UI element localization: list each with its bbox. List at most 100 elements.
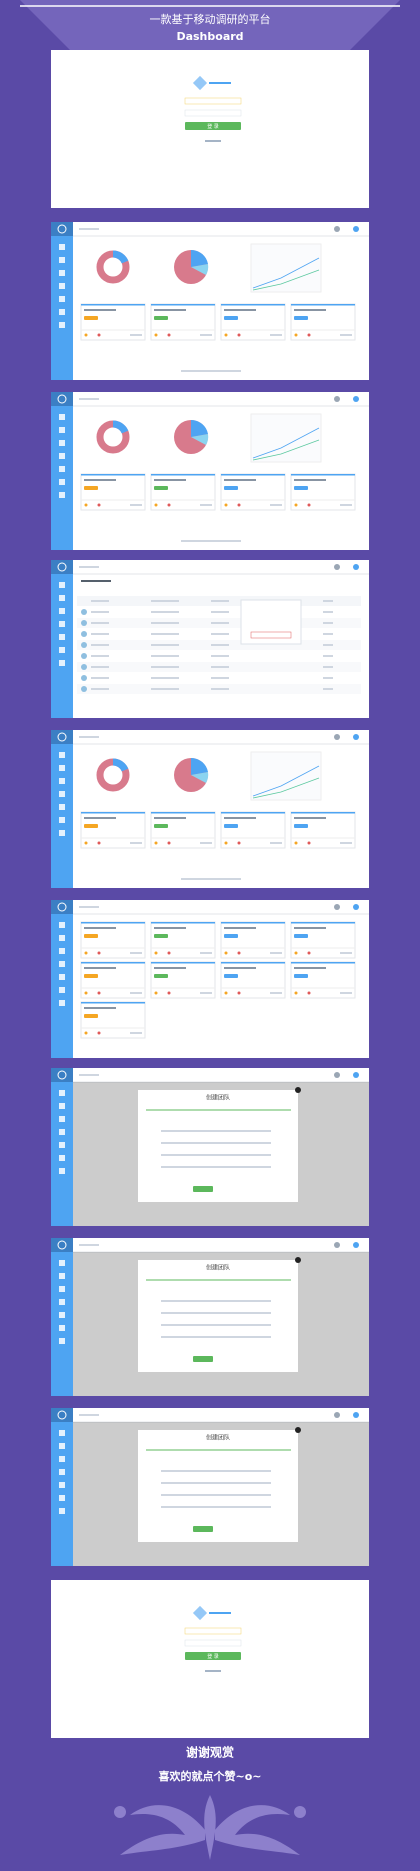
text-line	[130, 952, 142, 954]
text-line	[211, 611, 229, 613]
header-title: 一款基于移动调研的平台	[150, 12, 271, 26]
modal-title: 创建团队	[206, 1434, 230, 1442]
line-chart-area	[250, 243, 322, 293]
text-line	[211, 644, 229, 646]
text-line	[84, 817, 116, 819]
trend	[252, 777, 320, 799]
card-top	[221, 962, 285, 964]
text-line	[151, 633, 179, 635]
nav-icon	[59, 608, 65, 614]
dot	[154, 991, 158, 995]
nav-icon	[59, 427, 65, 433]
dot	[307, 503, 311, 507]
tag	[224, 316, 238, 320]
bell	[353, 396, 359, 402]
text-line	[130, 504, 142, 506]
login-button[interactable]	[185, 1652, 241, 1660]
row-avatar	[81, 631, 87, 637]
dot	[167, 333, 171, 337]
nav-icon	[59, 804, 65, 810]
dot	[97, 503, 101, 507]
logo-area	[51, 392, 73, 406]
dot	[307, 991, 311, 995]
text-line	[211, 666, 229, 668]
text-line	[270, 334, 282, 336]
nav-icon	[59, 322, 65, 328]
card-top	[221, 812, 285, 814]
bell	[353, 904, 359, 910]
nav-icon	[59, 1443, 65, 1449]
text-line	[161, 1506, 271, 1508]
dot	[84, 991, 88, 995]
login-button-label: 登 录	[207, 1653, 219, 1660]
card-top	[81, 922, 145, 924]
login-button[interactable]	[185, 122, 241, 130]
tag	[84, 824, 98, 828]
text-line	[205, 1670, 221, 1672]
text-line	[161, 1312, 271, 1314]
card-top	[291, 304, 355, 306]
dot	[84, 951, 88, 955]
pie-slice	[191, 434, 209, 445]
tag	[154, 934, 168, 938]
nav-icon	[59, 595, 65, 601]
text-line	[294, 817, 326, 819]
card-top	[291, 812, 355, 814]
bell	[353, 226, 359, 232]
nav-icon	[59, 922, 65, 928]
screen: 登 录	[51, 1580, 369, 1738]
dot	[294, 841, 298, 845]
modal-close	[295, 1427, 301, 1433]
text-line	[340, 334, 352, 336]
dot	[167, 841, 171, 845]
nav-icon	[59, 948, 65, 954]
text-line	[323, 666, 333, 668]
nav-icon	[59, 1168, 65, 1174]
input	[184, 97, 242, 105]
row-avatar	[81, 642, 87, 648]
dot	[97, 841, 101, 845]
logo-area	[51, 900, 73, 914]
text-line	[81, 580, 111, 582]
dot	[167, 503, 171, 507]
logo-area	[51, 560, 73, 574]
text-line	[161, 1300, 271, 1302]
text-line	[211, 633, 229, 635]
nav-icon	[59, 1482, 65, 1488]
text-line	[79, 398, 99, 400]
screen: 创建团队	[51, 1238, 369, 1396]
text-line	[79, 1244, 99, 1246]
text-line	[323, 622, 333, 624]
nav-icon	[59, 817, 65, 823]
login-button-label: 登 录	[207, 123, 219, 130]
text-line	[200, 334, 212, 336]
dot	[294, 503, 298, 507]
text-line	[323, 600, 333, 602]
dot	[84, 503, 88, 507]
dot	[307, 841, 311, 845]
text-line	[91, 622, 109, 624]
pie-slice	[191, 419, 208, 437]
nav-icon	[59, 1260, 65, 1266]
bell	[353, 734, 359, 740]
dot	[154, 841, 158, 845]
text-line	[340, 504, 352, 506]
card-top	[151, 962, 215, 964]
text-line	[79, 1074, 99, 1076]
avatar	[334, 1242, 340, 1248]
trend	[252, 427, 320, 459]
card-top	[221, 474, 285, 476]
text-line	[200, 842, 212, 844]
text-line	[294, 479, 326, 481]
dot	[307, 951, 311, 955]
trend	[252, 765, 320, 797]
text-line	[294, 967, 326, 969]
text-line	[224, 817, 256, 819]
pie-slice	[191, 264, 209, 275]
text-line	[340, 842, 352, 844]
dot	[237, 503, 241, 507]
dot	[84, 841, 88, 845]
text-line	[151, 644, 179, 646]
screen	[51, 560, 369, 718]
